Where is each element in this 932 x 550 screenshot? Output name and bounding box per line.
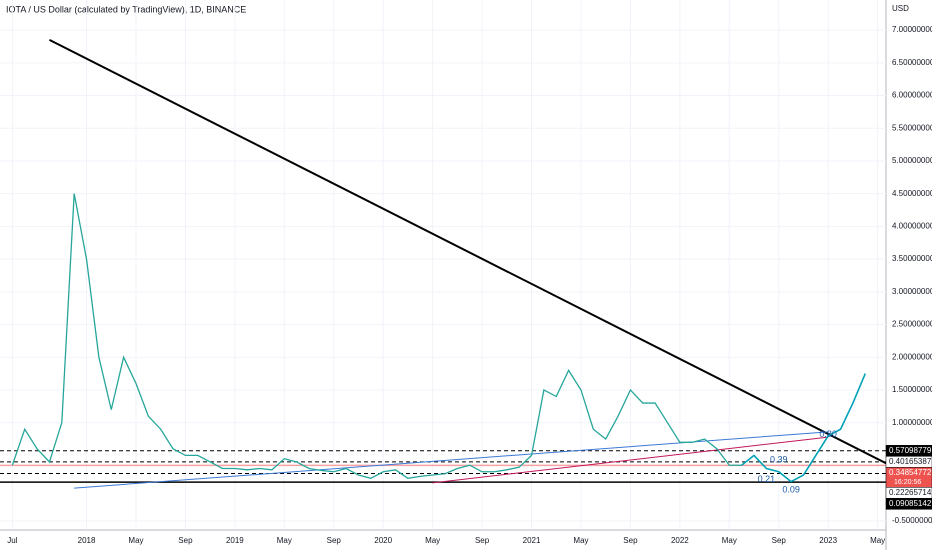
- price-label: 0.40165387: [889, 457, 932, 466]
- x-tick-label: May: [425, 536, 440, 545]
- x-tick-label: May: [573, 536, 588, 545]
- y-tick-label: 1.50000000: [892, 385, 932, 394]
- y-tick-label: 3.50000000: [892, 254, 932, 263]
- price-label: 0.34854772: [889, 468, 932, 477]
- countdown: 16:20:56: [894, 479, 921, 486]
- x-tick-label: 2021: [523, 536, 541, 545]
- x-tick-label: 2022: [671, 536, 689, 545]
- x-tick-label: 2023: [819, 536, 837, 545]
- x-tick-label: 2018: [78, 536, 96, 545]
- plot-area: [0, 0, 886, 530]
- x-tick-label: May: [277, 536, 292, 545]
- trend-line: [48, 39, 886, 465]
- y-tick-label: 7.00000000: [892, 25, 932, 34]
- price-label: 0.57098779: [889, 446, 932, 455]
- x-tick-label: 2019: [226, 536, 244, 545]
- y-tick-label: 2.00000000: [892, 352, 932, 361]
- annotation: 0.09: [782, 484, 800, 494]
- y-tick-label: 5.50000000: [892, 123, 932, 132]
- price-label: 0.22265714: [889, 488, 932, 497]
- x-tick-label: May: [722, 536, 737, 545]
- y-tick-label: 5.00000000: [892, 156, 932, 165]
- x-tick-label: Jul: [7, 536, 17, 545]
- price-label: 0.09085142: [889, 499, 932, 508]
- x-tick-label: 2020: [374, 536, 392, 545]
- trend-line: [74, 431, 829, 489]
- y-tick-label: 4.00000000: [892, 222, 932, 231]
- price-line: [11, 193, 742, 480]
- x-tick-label: May: [128, 536, 143, 545]
- y-tick-label: -0.50000000: [892, 516, 932, 525]
- x-tick-label: Sep: [327, 536, 342, 545]
- y-tick-label: 3.00000000: [892, 287, 932, 296]
- x-tick-label: Sep: [623, 536, 638, 545]
- x-tick-label: Sep: [178, 536, 193, 545]
- annotation: 0.39: [770, 454, 788, 464]
- annotation: 0.80: [819, 429, 837, 439]
- price-label-bg: [885, 498, 932, 510]
- y-axis-label: USD: [892, 4, 909, 13]
- x-tick-label: Sep: [475, 536, 490, 545]
- annotation: 0.21: [758, 474, 776, 484]
- y-tick-label: 6.50000000: [892, 58, 932, 67]
- y-tick-label: 1.00000000: [892, 418, 932, 427]
- y-tick-label: 4.50000000: [892, 189, 932, 198]
- projection-curve: [741, 373, 867, 483]
- x-tick-label: Sep: [772, 536, 787, 545]
- y-tick-label: 2.50000000: [892, 320, 932, 329]
- chart-title: IOTA / US Dollar (calculated by TradingV…: [6, 4, 246, 14]
- y-tick-label: 6.00000000: [892, 91, 932, 100]
- x-tick-label: May: [870, 536, 885, 545]
- trend-line: [432, 436, 829, 484]
